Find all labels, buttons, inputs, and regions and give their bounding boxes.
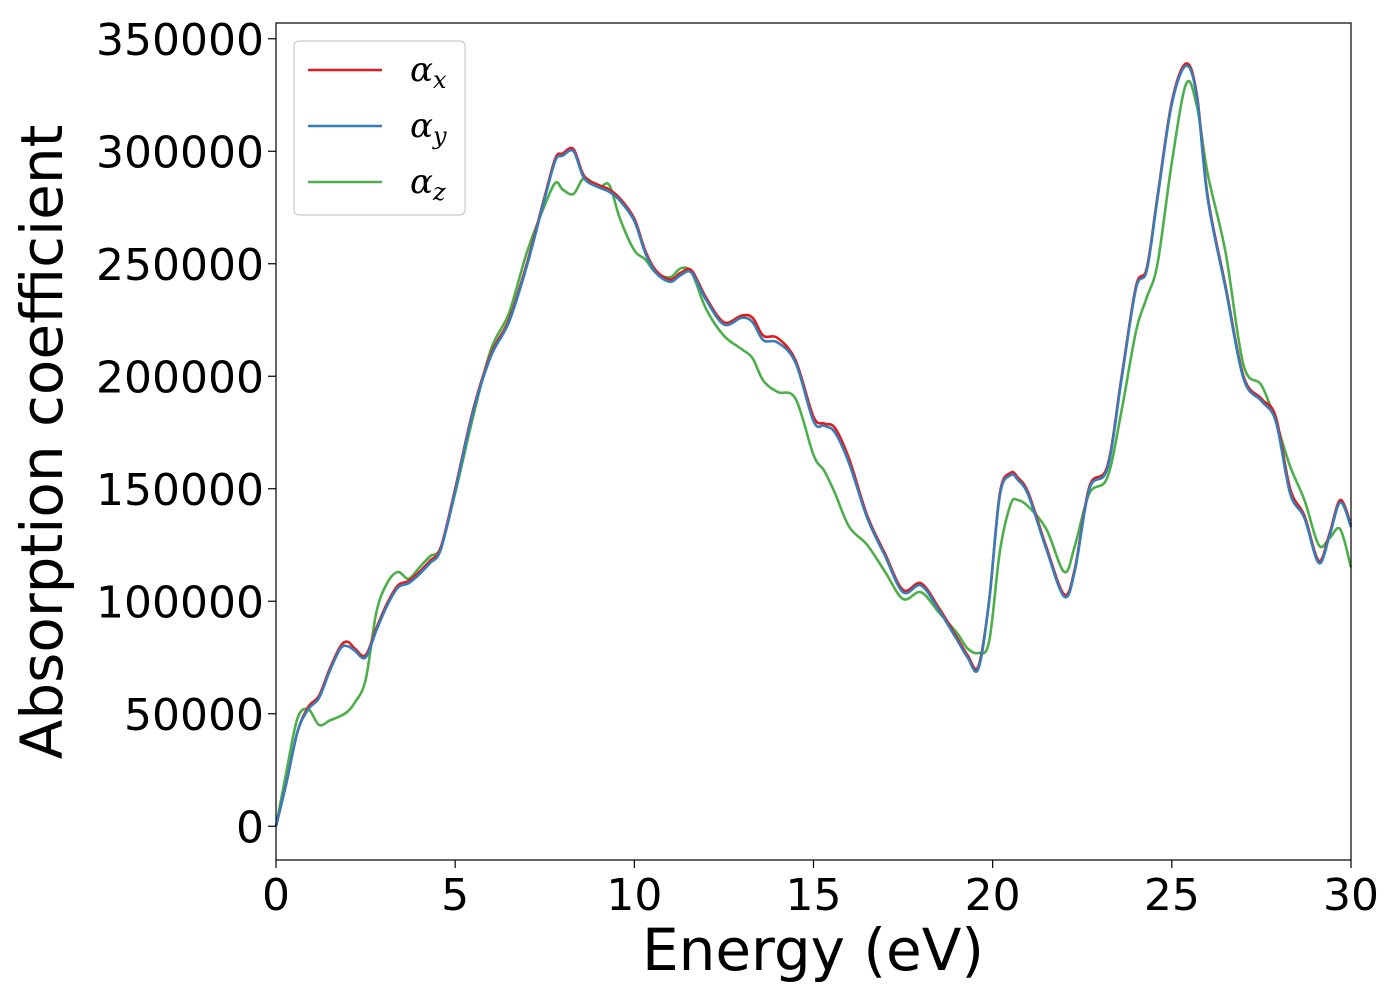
y-axis: 0 50000 100000 150000 200000 250000 300000 3500… — [96, 15, 276, 853]
x-tick-label: 30 — [1323, 870, 1379, 921]
x-tick-label: 25 — [1144, 870, 1200, 921]
legend-box — [293, 40, 466, 216]
y-tick-label: 150000 — [96, 465, 264, 516]
x-tick-label: 10 — [606, 870, 662, 921]
x-axis: 0 5 10 15 20 25 30 — [262, 860, 1379, 921]
y-tick-label: 250000 — [96, 240, 264, 291]
series-line-z — [274, 79, 1353, 827]
y-tick-label: 200000 — [96, 352, 264, 403]
x-tick-label: 20 — [965, 870, 1021, 921]
x-tick-label: 15 — [786, 870, 842, 921]
legend-label-x: αx — [410, 50, 447, 94]
x-tick-label: 5 — [441, 870, 469, 921]
y-axis-title: Absorption coefficient — [8, 125, 76, 760]
legend-label-y: αy — [410, 106, 447, 150]
y-tick-label: 350000 — [96, 15, 264, 66]
x-tick-label: 0 — [262, 870, 290, 921]
legend-label-z: αz — [410, 162, 446, 206]
legend: αx αy αz — [293, 40, 466, 216]
y-tick-label: 300000 — [96, 127, 264, 178]
y-tick-label: 0 — [236, 802, 264, 853]
y-tick-label: 100000 — [96, 577, 264, 628]
series-line-y — [274, 64, 1353, 827]
x-axis-title: Energy (eV) — [642, 916, 984, 984]
y-tick-label: 50000 — [124, 690, 264, 741]
series-lines — [274, 62, 1353, 827]
